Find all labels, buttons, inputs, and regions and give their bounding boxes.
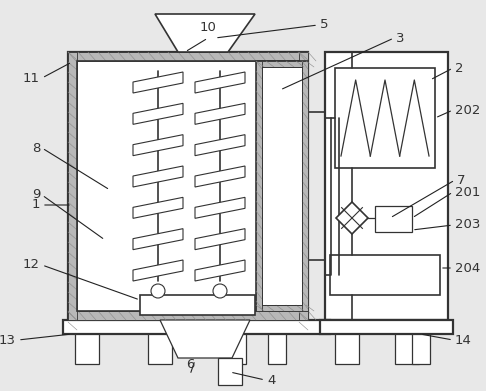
Bar (77, 61, 299, 311)
Text: 6: 6 (186, 358, 194, 371)
Polygon shape (133, 260, 183, 281)
Polygon shape (195, 197, 245, 218)
Bar (68, 311, 308, 320)
Polygon shape (133, 229, 183, 250)
Polygon shape (133, 103, 183, 124)
Bar (320, 320, 453, 334)
Polygon shape (133, 166, 183, 187)
Text: 204: 204 (455, 262, 480, 274)
Bar (262, 67, 302, 305)
Text: 5: 5 (320, 18, 329, 32)
Polygon shape (155, 14, 255, 52)
Bar (375, 206, 412, 232)
Bar (335, 334, 359, 364)
Bar (335, 68, 435, 168)
Polygon shape (133, 197, 183, 218)
Bar (395, 334, 419, 364)
Text: 201: 201 (455, 185, 480, 199)
Bar (68, 52, 77, 320)
Bar (268, 334, 286, 364)
Bar (256, 61, 308, 311)
Text: 4: 4 (267, 373, 276, 386)
Polygon shape (195, 72, 245, 93)
Polygon shape (195, 229, 245, 250)
Bar (68, 52, 308, 61)
Polygon shape (195, 166, 245, 187)
Circle shape (213, 284, 227, 298)
Bar (218, 358, 242, 385)
Polygon shape (133, 72, 183, 93)
Bar (330, 255, 440, 295)
Bar (299, 52, 308, 320)
Bar (412, 334, 430, 364)
Bar (256, 61, 308, 67)
Bar (148, 334, 172, 364)
Polygon shape (336, 202, 368, 234)
Bar (325, 52, 448, 320)
Polygon shape (160, 320, 250, 358)
Text: 202: 202 (455, 104, 480, 117)
Bar (256, 305, 308, 311)
Polygon shape (195, 103, 245, 124)
Bar (68, 52, 308, 320)
Text: 12: 12 (23, 258, 40, 271)
Polygon shape (133, 135, 183, 156)
Text: 3: 3 (396, 32, 404, 45)
Text: 1: 1 (32, 199, 40, 212)
Bar (256, 61, 262, 311)
Polygon shape (195, 135, 245, 156)
Text: 2: 2 (455, 61, 464, 75)
Bar (63, 320, 330, 334)
Text: 7: 7 (457, 174, 466, 187)
Bar (75, 334, 99, 364)
Text: 10: 10 (200, 21, 216, 34)
Text: 203: 203 (455, 219, 480, 231)
Text: 14: 14 (455, 334, 472, 346)
Polygon shape (195, 260, 245, 281)
Bar (302, 61, 308, 311)
Bar (140, 295, 255, 315)
Circle shape (151, 284, 165, 298)
Text: 8: 8 (32, 142, 40, 154)
Bar (228, 334, 246, 364)
Text: 13: 13 (0, 334, 16, 346)
Text: 11: 11 (23, 72, 40, 84)
Text: 9: 9 (32, 188, 40, 201)
